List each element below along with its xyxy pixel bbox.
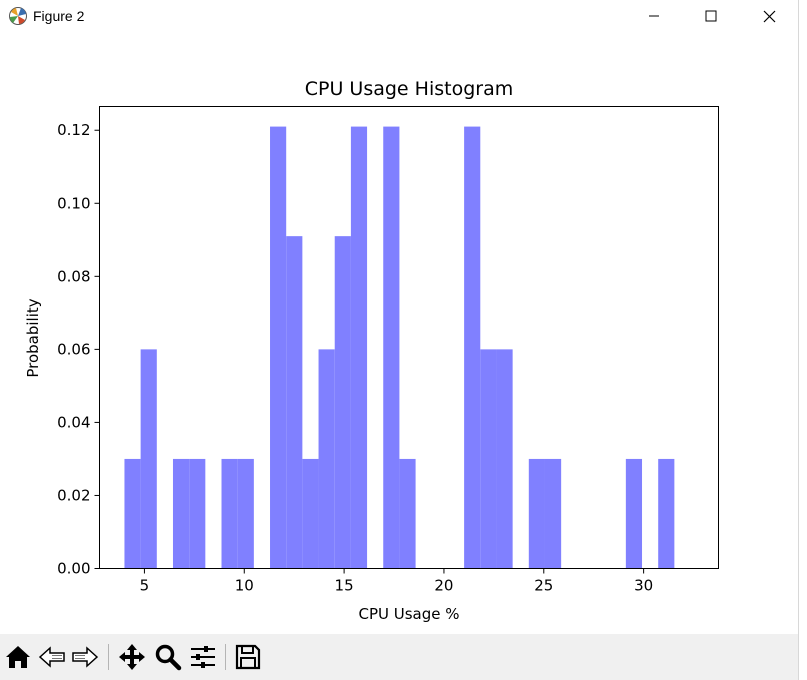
chart-title: CPU Usage Histogram bbox=[305, 78, 513, 100]
close-button[interactable] bbox=[740, 0, 798, 32]
histogram-bar bbox=[399, 458, 416, 569]
histogram-bar bbox=[189, 458, 206, 569]
x-tick-label: 25 bbox=[534, 577, 553, 595]
histogram-bar bbox=[350, 126, 368, 569]
magnifier-icon bbox=[155, 644, 182, 671]
x-tick-label: 15 bbox=[335, 577, 354, 595]
forward-button[interactable] bbox=[70, 642, 100, 672]
histogram-bar bbox=[140, 349, 157, 569]
navigation-toolbar bbox=[0, 634, 798, 680]
home-icon bbox=[6, 646, 30, 668]
configure-subplots-button[interactable] bbox=[188, 642, 218, 672]
sliders-icon bbox=[191, 646, 215, 668]
home-button[interactable] bbox=[3, 642, 33, 672]
y-axis-label: Probability bbox=[24, 298, 42, 377]
histogram-bar bbox=[464, 126, 481, 569]
toolbar-separator bbox=[225, 644, 226, 670]
back-arrow-icon bbox=[38, 646, 65, 668]
histogram-bar bbox=[270, 126, 287, 569]
histogram-bar bbox=[286, 236, 303, 569]
histogram-bar bbox=[318, 349, 335, 569]
window-title: Figure 2 bbox=[33, 8, 85, 24]
minimize-icon bbox=[649, 15, 659, 17]
toolbar-separator bbox=[108, 644, 109, 670]
histogram-bar bbox=[172, 458, 190, 569]
maximize-button[interactable] bbox=[682, 0, 740, 32]
save-button[interactable] bbox=[233, 642, 263, 672]
forward-arrow-icon bbox=[72, 646, 99, 668]
y-tick-label: 0.02 bbox=[57, 486, 90, 504]
y-tick-label: 0.12 bbox=[57, 121, 90, 139]
minimize-button[interactable] bbox=[625, 0, 683, 32]
x-tick-label: 10 bbox=[235, 577, 254, 595]
x-axis-ticks: 5 10 15 20 25 30 bbox=[140, 568, 653, 595]
x-tick-label: 30 bbox=[634, 577, 653, 595]
axes-frame bbox=[99, 106, 719, 569]
y-tick-label: 0.10 bbox=[57, 194, 90, 212]
histogram-bars bbox=[124, 126, 675, 569]
y-axis-ticks: 0.00 0.02 0.04 0.06 0.08 0.10 0.12 bbox=[57, 121, 100, 578]
background-window-edge bbox=[798, 0, 807, 680]
x-tick-label: 20 bbox=[434, 577, 453, 595]
histogram-bar bbox=[480, 349, 497, 569]
back-button[interactable] bbox=[37, 642, 67, 672]
histogram-bar bbox=[124, 458, 141, 569]
y-tick-label: 0.08 bbox=[57, 267, 90, 285]
x-tick-label: 5 bbox=[140, 577, 150, 595]
histogram-bar bbox=[496, 349, 513, 569]
histogram-bar bbox=[221, 458, 238, 569]
histogram-bar bbox=[625, 458, 643, 569]
figure-canvas[interactable]: CPU Usage Histogram 5 10 15 20 25 30 0.00 0.02… bbox=[0, 32, 798, 634]
histogram-bar bbox=[334, 236, 351, 569]
y-tick-label: 0.06 bbox=[57, 340, 90, 358]
close-icon bbox=[763, 10, 775, 22]
zoom-button[interactable] bbox=[153, 642, 183, 672]
y-tick-label: 0.00 bbox=[57, 560, 90, 578]
histogram-bar bbox=[383, 126, 400, 569]
histogram-bar bbox=[237, 458, 254, 569]
floppy-disk-icon bbox=[235, 644, 261, 670]
pan-button[interactable] bbox=[117, 642, 147, 672]
title-bar[interactable]: Figure 2 bbox=[0, 0, 798, 32]
histogram-bar bbox=[302, 458, 319, 569]
move-icon bbox=[119, 644, 145, 670]
y-tick-label: 0.04 bbox=[57, 413, 90, 431]
matplotlib-icon bbox=[9, 7, 27, 25]
histogram-bar bbox=[544, 458, 562, 569]
histogram-bar bbox=[658, 458, 675, 569]
histogram-bar bbox=[528, 458, 545, 569]
maximize-icon bbox=[705, 10, 717, 22]
x-axis-label: CPU Usage % bbox=[358, 605, 459, 623]
